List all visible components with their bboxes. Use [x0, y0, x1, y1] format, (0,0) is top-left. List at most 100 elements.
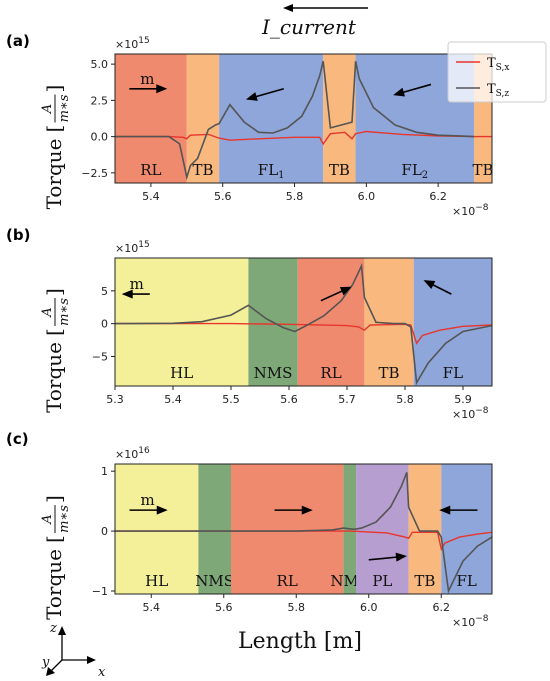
- magnetization-arrow-head: [301, 505, 313, 515]
- y-axis-unit-num: A: [40, 104, 55, 114]
- region-label: TB: [329, 161, 350, 179]
- y-multiplier-base: ×10: [115, 448, 138, 461]
- x-multiplier: ×10−8: [452, 406, 489, 421]
- current-label: I_current: [261, 15, 357, 39]
- x-multiplier-base: ×10: [452, 616, 475, 629]
- series-line-tsz: [115, 472, 492, 594]
- y-multiplier-power: 16: [138, 446, 150, 456]
- y-multiplier: ×1015: [115, 36, 150, 51]
- x-tick-label: 6.0: [360, 601, 378, 614]
- y-axis-label-text: Torque: [42, 342, 66, 413]
- region-label-main: HL: [145, 572, 168, 590]
- triad-z-label: z: [49, 621, 57, 636]
- region-fl: [219, 54, 324, 183]
- magnetization-arrow-head: [245, 92, 258, 101]
- magnetization-arrow-head: [393, 87, 405, 97]
- region-tb: [408, 464, 442, 594]
- y-tick-label: 0.0: [91, 131, 109, 144]
- plot-frame: [114, 53, 493, 184]
- region-label: NMS: [195, 572, 234, 590]
- region-label-main: FL: [443, 364, 463, 382]
- region-label: HL: [170, 364, 193, 382]
- triad-x-label: x: [98, 665, 106, 680]
- panel-1: HL NMS RL TB FL m 5.3 5.4 5.5 5.6 5.7 5.8 5.9 −5 0 5 ×10…: [6, 226, 493, 421]
- panel-label: (b): [6, 226, 30, 244]
- y-tick-label: −2.5: [81, 167, 108, 180]
- panel-label: (a): [6, 32, 30, 50]
- region-label: TB: [379, 364, 400, 382]
- x-tick-label: 5.6: [214, 190, 232, 203]
- legend: TS,x TS,z: [447, 41, 547, 103]
- y-axis-unit-den: m∗s: [57, 94, 72, 122]
- y-tick-label: −1: [92, 585, 108, 598]
- x-multiplier-power: −8: [475, 203, 489, 213]
- y-tick-label: 1: [101, 465, 108, 478]
- region-label: FL2: [401, 161, 428, 181]
- y-axis-unit-den: m∗s: [57, 505, 72, 533]
- y-multiplier-power: 15: [138, 36, 149, 46]
- region-label: TB: [414, 572, 435, 590]
- y-axis-label: Torque [A m∗s]: [40, 495, 72, 620]
- magnetization-arrow-head: [439, 505, 451, 515]
- series-line-tsx: [115, 322, 492, 345]
- y-axis-head: [46, 667, 55, 676]
- series-line-tsz: [115, 262, 492, 386]
- x-tick-label: 5.6: [280, 393, 298, 406]
- region-rl: [231, 464, 344, 594]
- region-label-main: NMS: [195, 572, 234, 590]
- region-hl: [115, 464, 199, 594]
- region-pl: [356, 464, 409, 594]
- y-tick-label: 0: [101, 525, 108, 538]
- region-label-main: FL: [258, 161, 278, 179]
- z-axis-head: [58, 626, 66, 635]
- x-multiplier-base: ×10: [452, 205, 475, 218]
- region-rl: [297, 258, 365, 386]
- y-axis-bracket-left: [: [42, 535, 66, 543]
- region-label-main: PL: [372, 572, 392, 590]
- plot-frame: [114, 257, 493, 387]
- y-axis-bracket-right: ]: [42, 288, 66, 296]
- magnetization-arrow-head: [156, 505, 168, 515]
- region-label: RL: [320, 364, 341, 382]
- y-axis-label-text: Torque: [42, 549, 66, 620]
- y-multiplier: ×1015: [115, 240, 150, 255]
- x-tick-label: 5.4: [164, 393, 182, 406]
- region-label: FL: [456, 572, 476, 590]
- region-label: TB: [473, 161, 494, 179]
- y-multiplier-base: ×10: [115, 38, 138, 51]
- region-label: NMS: [254, 364, 293, 382]
- triad-y-label: y: [41, 655, 50, 670]
- magnetization-arrow-head: [395, 552, 407, 562]
- y-multiplier-base: ×10: [115, 242, 138, 255]
- axes-triad: [46, 626, 96, 676]
- region-label-main: RL: [277, 572, 298, 590]
- magnetization-arrow-head: [121, 289, 133, 299]
- region-label-main: NMS: [254, 364, 293, 382]
- y-axis-label: Torque [A m∗s]: [40, 85, 72, 210]
- y-axis-bracket-right: ]: [42, 495, 66, 503]
- current-arrow-head: [283, 4, 293, 12]
- y-axis-bracket-left: [: [42, 328, 66, 336]
- x-tick-label: 5.6: [215, 601, 233, 614]
- x-multiplier: ×10−8: [452, 614, 489, 629]
- current-indicator: I_current: [261, 4, 368, 39]
- y-tick-label: −5: [92, 350, 108, 363]
- region-label: HL: [145, 572, 168, 590]
- region-label-sub: 2: [422, 170, 428, 181]
- x-axis-label: Length [m]: [238, 629, 362, 654]
- y-tick-label: 0: [101, 318, 108, 331]
- x-tick-label: 5.8: [396, 393, 414, 406]
- x-tick-label: 5.8: [288, 601, 306, 614]
- region-label-main: FL: [456, 572, 476, 590]
- y-tick-label: 5.0: [91, 58, 109, 71]
- region-rl: [115, 54, 187, 183]
- x-tick-label: 6.2: [429, 190, 447, 203]
- magnetization-label: m: [140, 70, 154, 88]
- x-multiplier-power: −8: [475, 614, 489, 624]
- y-axis-bracket-right: ]: [42, 85, 66, 93]
- y-axis-bracket-left: [: [42, 125, 66, 133]
- region-label-main: TB: [329, 161, 350, 179]
- region-hl: [115, 258, 249, 386]
